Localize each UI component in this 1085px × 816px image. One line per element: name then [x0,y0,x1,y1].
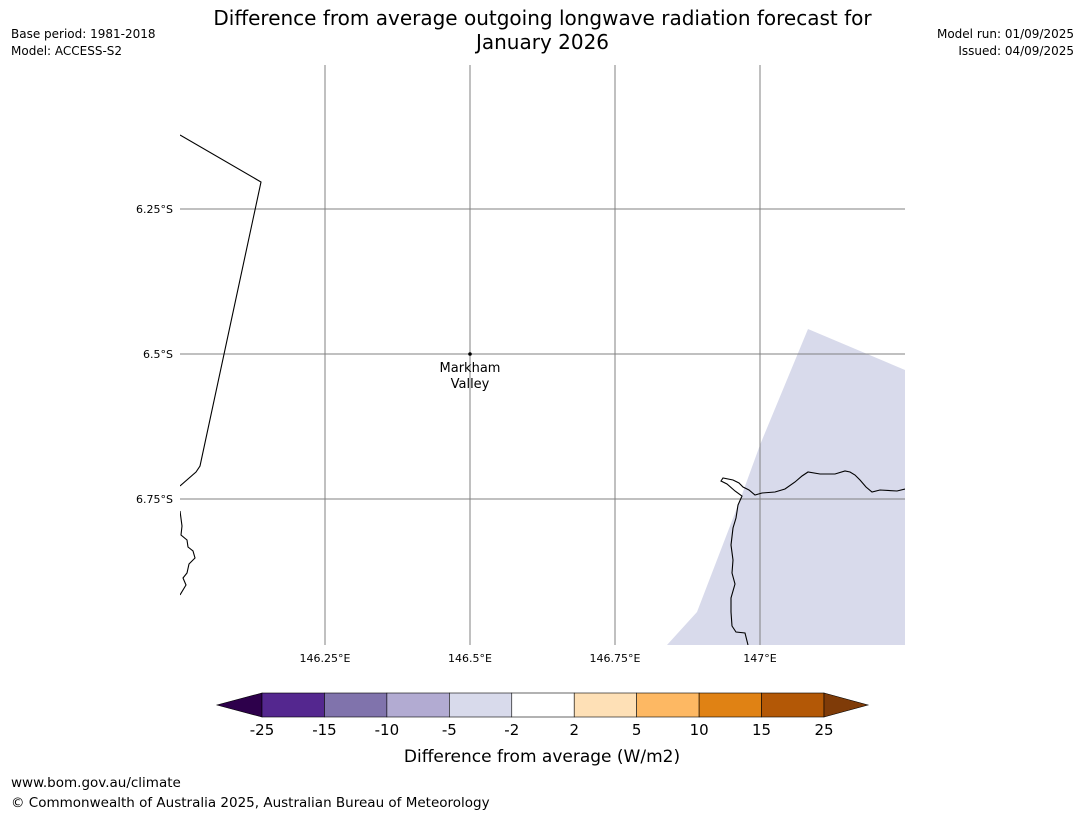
colorbar-bin-4 [511,692,575,718]
model-run-text: Model run: 01/09/2025 [936,27,1074,41]
map-plot-area [180,65,905,645]
place-label-line-2: Valley [451,377,490,392]
footer-url: www.bom.gov.au/climate [11,775,181,791]
colorbar-tick-label: 5 [632,721,642,739]
coastline-southwest [180,510,196,596]
model-text: Model: ACCESS-S2 [11,44,123,58]
colorbar-bin-7 [698,692,762,718]
base-period-text: Base period: 1981-2018 [11,27,156,41]
colorbar-bin-3 [449,692,513,718]
place-marker [468,352,472,356]
colorbar-tick-label: -15 [312,721,337,739]
map-title-line-2: January 2026 [475,30,610,54]
anomaly-shaded-region [667,329,905,645]
lon-label-146-5e: 146.5°E [448,652,492,665]
colorbar-tick-label: 25 [814,721,833,739]
map-title: Difference from average outgoing longwav… [190,6,895,54]
coastlines [180,134,905,645]
forecast-metadata-left: Base period: 1981-2018 Model: ACCESS-S2 [11,26,156,60]
lat-label-6-25s: 6.25°S [136,203,173,216]
forecast-metadata-right: Model run: 01/09/2025 Issued: 04/09/2025 [937,26,1074,60]
colorbar-bin-8 [761,692,825,718]
forecast-map: Markham Valley 6.25°S 6.5°S 6.75°S 146.2… [136,65,905,767]
lat-label-6-75s: 6.75°S [136,493,173,506]
colorbar-bin-0 [261,692,325,718]
lon-label-146-25e: 146.25°E [300,652,351,665]
colorbar-tick-label: 15 [752,721,771,739]
colorbar-over-arrow [823,692,870,718]
colorbar-tick-label: 10 [690,721,709,739]
issued-text: Issued: 04/09/2025 [958,44,1074,58]
lat-label-6-5s: 6.5°S [143,348,173,361]
colorbar-tick-label: 2 [569,721,579,739]
border-line-west [180,134,262,487]
colorbar: -25 -15 -10 -5 -2 2 5 10 15 25 [215,692,870,739]
lon-label-146-75e: 146.75°E [590,652,641,665]
colorbar-bin-5 [573,692,637,718]
place-label-line-1: Markham [440,361,501,376]
colorbar-tick-label: -2 [504,721,519,739]
gridlines [180,65,905,645]
colorbar-tick-label: -5 [442,721,457,739]
colorbar-label: Difference from average (W/m2) [404,747,680,767]
map-title-line-1: Difference from average outgoing longwav… [213,6,872,30]
coastline-east [720,470,905,645]
colorbar-bin-2 [386,692,450,718]
colorbar-under-arrow [215,692,263,718]
footer-copyright: © Commonwealth of Australia 2025, Austra… [11,795,490,811]
colorbar-bin-6 [636,692,700,718]
colorbar-tick-label: -10 [375,721,400,739]
colorbar-tick-label: -25 [250,721,275,739]
lon-label-147e: 147°E [743,652,776,665]
colorbar-bin-1 [324,692,388,718]
